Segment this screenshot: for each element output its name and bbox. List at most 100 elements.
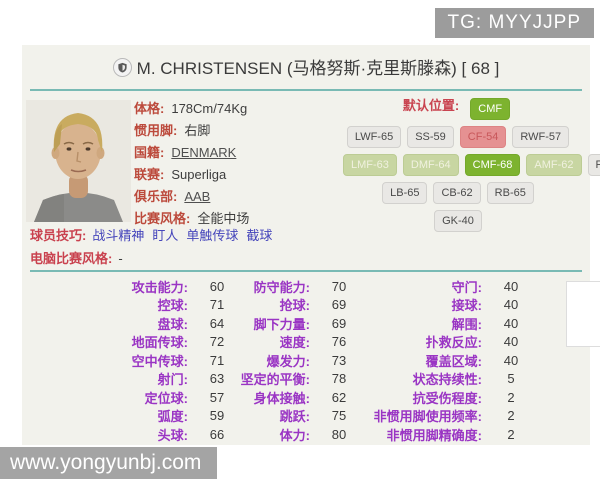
info-row-height: 体格: 178Cm/74Kg [134, 98, 344, 120]
stat-value: 69 [331, 315, 347, 331]
stat-row: 盘球: 64 [38, 314, 233, 333]
stat-row: 空中传球: 71 [38, 351, 233, 370]
stat-label: 状态持续性: [412, 372, 482, 388]
stat-label: 爆发力: [266, 353, 310, 369]
skill-link[interactable]: 战斗精神 [92, 228, 145, 243]
club-link[interactable]: AAB [184, 189, 211, 204]
positions-panel: 默认位置: CMF LWF-65 SS-59 CF-54 RWF-57 LMF-63 DM… [340, 95, 600, 238]
stat-value: 76 [331, 334, 347, 350]
default-position-label: 默认位置: [402, 98, 460, 113]
stat-value: 78 [331, 371, 347, 387]
info-label: 俱乐部: [134, 189, 178, 204]
info-value: 右脚 [184, 123, 211, 138]
skill-link[interactable]: 盯人 [152, 228, 179, 243]
stat-label: 身体接触: [253, 390, 310, 406]
stat-row: 非惯用脚精确度: 2 [307, 425, 527, 444]
skills-label: 球员技巧: [30, 228, 87, 243]
stat-label: 定位球: [144, 390, 188, 406]
info-label: 国籍: [134, 145, 165, 160]
stat-value: 69 [331, 297, 347, 313]
player-card: M. CHRISTENSEN (马格努斯·克里斯滕森) [ 68 ] [22, 45, 600, 445]
stat-row: 控球: 71 [38, 296, 233, 315]
stat-row: 脚下力量: 69 [160, 314, 355, 333]
stat-label: 覆盖区域: [425, 353, 482, 369]
com-playstyle-value: - [118, 251, 123, 266]
position-badge: LWF-65 [346, 126, 402, 148]
stat-label: 解围: [451, 316, 482, 332]
skills-row: 球员技巧: 战斗精神 盯人 单触传球 截球 [30, 225, 280, 244]
divider-stats [30, 270, 582, 272]
stat-row: 爆发力: 73 [160, 351, 355, 370]
positions-row-defense: LB-65 CB-62 RB-65 [340, 182, 576, 204]
stat-value: 64 [209, 315, 225, 331]
stat-value: 40 [503, 315, 519, 331]
stat-label: 防守能力: [253, 279, 310, 295]
positions-row-goalkeeper: GK-40 [340, 210, 576, 232]
stat-row: 状态持续性: 5 [307, 370, 527, 389]
position-badge: LMF-63 [343, 154, 397, 176]
stat-row: 速度: 76 [160, 333, 355, 352]
stat-label: 头球: [157, 427, 188, 443]
tg-watermark-badge: TG: MYYJJPP [434, 8, 594, 38]
stat-label: 空中传球: [131, 353, 188, 369]
skill-link[interactable]: 截球 [246, 228, 273, 243]
com-playstyle-label: 电脑比赛风格: [30, 251, 113, 266]
position-badge: CMF-68 [464, 154, 521, 176]
default-position-row: 默认位置: CMF [340, 95, 576, 120]
position-badge: GK-40 [434, 210, 482, 232]
position-badge: CF-54 [459, 126, 507, 148]
info-label: 联赛: [134, 167, 165, 182]
stat-value: 59 [209, 408, 225, 424]
stat-value: 75 [331, 408, 347, 424]
stat-value: 2 [507, 389, 515, 405]
stat-row: 抢球: 69 [160, 296, 355, 315]
stat-value: 60 [209, 278, 225, 294]
stat-label: 扑救反应: [425, 335, 482, 351]
shield-icon [112, 58, 132, 77]
stat-label: 盘球: [157, 316, 188, 332]
com-playstyle-row: 电脑比赛风格: - [30, 248, 123, 267]
info-value: 全能中场 [197, 211, 250, 226]
info-list: 体格: 178Cm/74Kg 惯用脚: 右脚 国籍: DENMARK 联赛: Super… [134, 98, 344, 230]
player-avatar-image [26, 100, 131, 222]
positions-row-forward: LWF-65 SS-59 CF-54 RWF-57 [340, 126, 576, 148]
stat-label: 抗受伤程度: [412, 390, 482, 406]
stat-label: 控球: [157, 298, 188, 314]
stat-row: 攻击能力: 60 [38, 277, 233, 296]
stat-row: 防守能力: 70 [160, 277, 355, 296]
stat-value: 70 [331, 278, 347, 294]
stat-label: 体力: [279, 427, 310, 443]
stat-label: 非惯用脚精确度: [386, 427, 482, 443]
stat-value: 63 [209, 371, 225, 387]
stat-value: 72 [209, 334, 225, 350]
stat-value: 71 [209, 297, 225, 313]
stat-row: 抗受伤程度: 2 [307, 388, 527, 407]
stat-label: 攻击能力: [131, 279, 188, 295]
stat-label: 跳跃: [279, 409, 310, 425]
divider-top [30, 89, 582, 91]
info-row-foot: 惯用脚: 右脚 [134, 120, 344, 142]
stat-row: 坚定的平衡: 78 [160, 370, 355, 389]
nationality-link[interactable]: DENMARK [171, 145, 237, 160]
info-label: 惯用脚: [134, 123, 178, 138]
info-value: Superliga [171, 167, 227, 182]
position-badge: SS-59 [407, 126, 454, 148]
stat-value: 40 [503, 334, 519, 350]
position-badge: CB-62 [433, 182, 481, 204]
stats-column-defense: 防守能力: 70 抢球: 69 脚下力量: 69 速度: 76 爆发力: 73 坚定的平衡… [160, 277, 355, 444]
info-label: 比赛风格: [134, 211, 191, 226]
stat-row: 非惯用脚使用频率: 2 [307, 407, 527, 426]
stat-value: 80 [331, 426, 347, 442]
stat-value: 40 [503, 297, 519, 313]
stat-label: 脚下力量: [253, 316, 310, 332]
info-row-nationality: 国籍: DENMARK [134, 142, 344, 164]
position-badge: DMF-64 [402, 154, 459, 176]
info-value: 178Cm/74Kg [171, 101, 248, 116]
info-label: 体格: [134, 101, 165, 116]
position-badge: RB-65 [486, 182, 534, 204]
stat-row: 体力: 80 [160, 425, 355, 444]
stat-value: 66 [209, 426, 225, 442]
skill-link[interactable]: 单触传球 [186, 228, 239, 243]
player-photo [26, 100, 131, 222]
